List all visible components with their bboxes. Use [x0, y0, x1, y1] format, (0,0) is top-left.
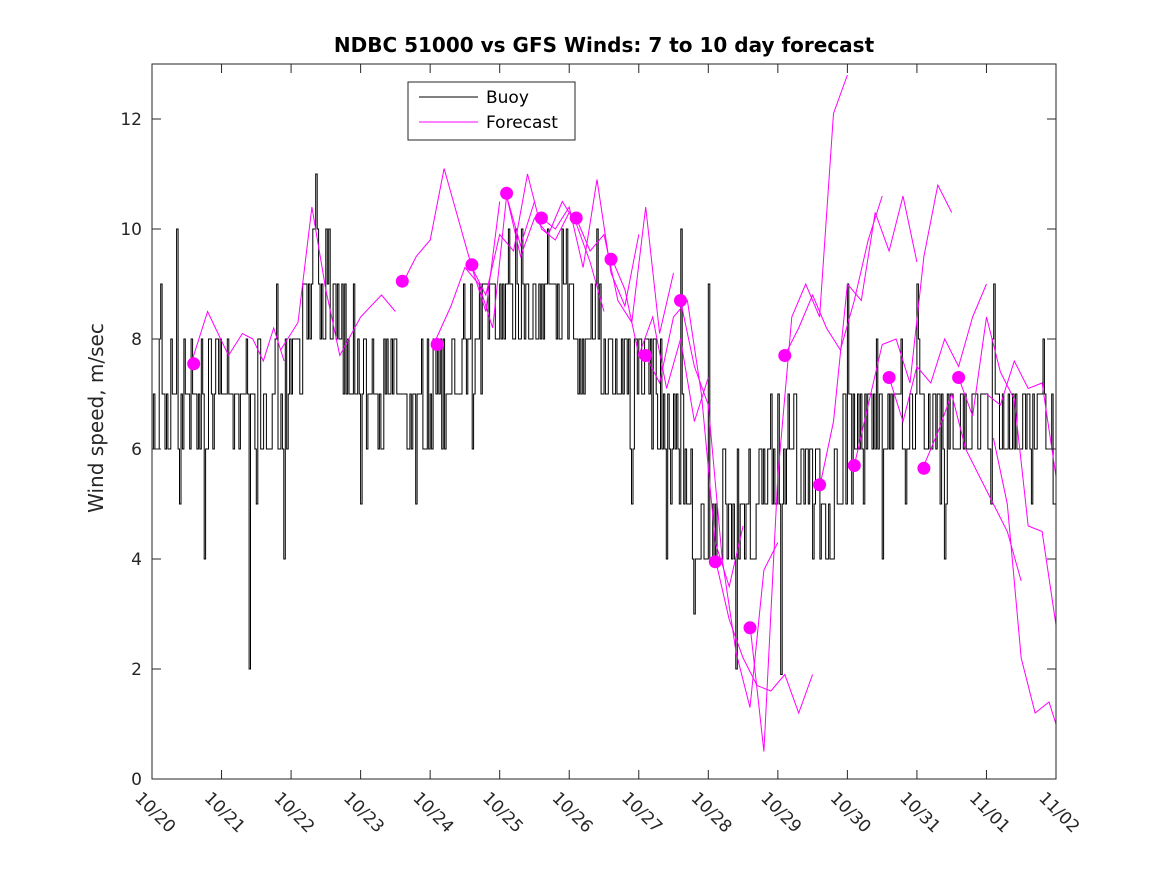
buoy-series [152, 173, 1056, 675]
forecast-marker [534, 211, 548, 225]
forecast-marker [708, 555, 722, 569]
forecast-marker [847, 459, 861, 472]
forecast-line-5 [471, 173, 570, 297]
forecast-marker [465, 258, 479, 272]
y-tick-label: 10 [120, 220, 142, 240]
axes-box [151, 63, 1057, 780]
forecast-line-6 [506, 195, 605, 312]
forecast-line-2 [280, 206, 396, 357]
forecast-marker [569, 211, 583, 225]
forecast-marker [395, 274, 409, 288]
y-axis: 0 2 4 6 8 10 12 [120, 110, 1056, 790]
legend-buoy-label: Buoy [486, 88, 529, 108]
forecast-marker [500, 186, 514, 200]
forecast-marker [604, 252, 618, 266]
chart-title: NDBC 51000 vs GFS Winds: 7 to 10 day for… [334, 33, 875, 57]
legend-forecast-label: Forecast [486, 113, 558, 133]
forecast-line-14 [784, 195, 883, 356]
forecast-line-3 [401, 168, 501, 312]
forecast-line-13 [749, 74, 848, 752]
y-tick-label: 4 [131, 550, 142, 570]
y-tick-label: 2 [131, 660, 142, 680]
forecast-line-8 [575, 206, 674, 334]
forecast-marker [187, 357, 201, 371]
legend: Buoy Forecast [407, 81, 576, 141]
y-tick-label: 8 [131, 330, 142, 350]
forecast-line-4 [433, 195, 535, 345]
forecast-line-18 [923, 392, 1022, 582]
forecast-marker [952, 371, 966, 384]
forecast-line-17 [888, 283, 987, 424]
forecast-marker [674, 294, 687, 307]
forecast-line-21 [992, 437, 1056, 725]
forecast-line-12 [714, 558, 814, 715]
forecast-series-group [189, 74, 1056, 752]
forecast-line-19 [958, 316, 1056, 626]
legend-box [407, 81, 576, 141]
forecast-line-15 [819, 195, 918, 488]
buoy-line [152, 173, 1056, 675]
forecast-marker [882, 371, 896, 384]
forecast-marker [430, 338, 444, 351]
y-axis-label: Wind speed, m/sec [84, 323, 108, 513]
forecast-marker [813, 478, 827, 492]
forecast-marker [778, 349, 792, 362]
forecast-marker [743, 621, 757, 635]
y-tick-label: 0 [131, 770, 142, 790]
y-tick-label: 6 [131, 440, 142, 460]
forecast-line-1 [189, 310, 285, 367]
forecast-marker [917, 461, 931, 475]
forecast-line-11 [680, 300, 779, 708]
forecast-line-9 [610, 256, 709, 422]
y-tick-label: 12 [120, 110, 142, 130]
forecast-line-10 [645, 299, 744, 589]
forecast-line-16 [853, 183, 953, 466]
plot-area [152, 74, 1056, 752]
forecast-markers [187, 186, 966, 635]
forecast-line-20 [986, 359, 1056, 477]
forecast-line-7 [541, 179, 640, 308]
forecast-marker [639, 349, 653, 362]
